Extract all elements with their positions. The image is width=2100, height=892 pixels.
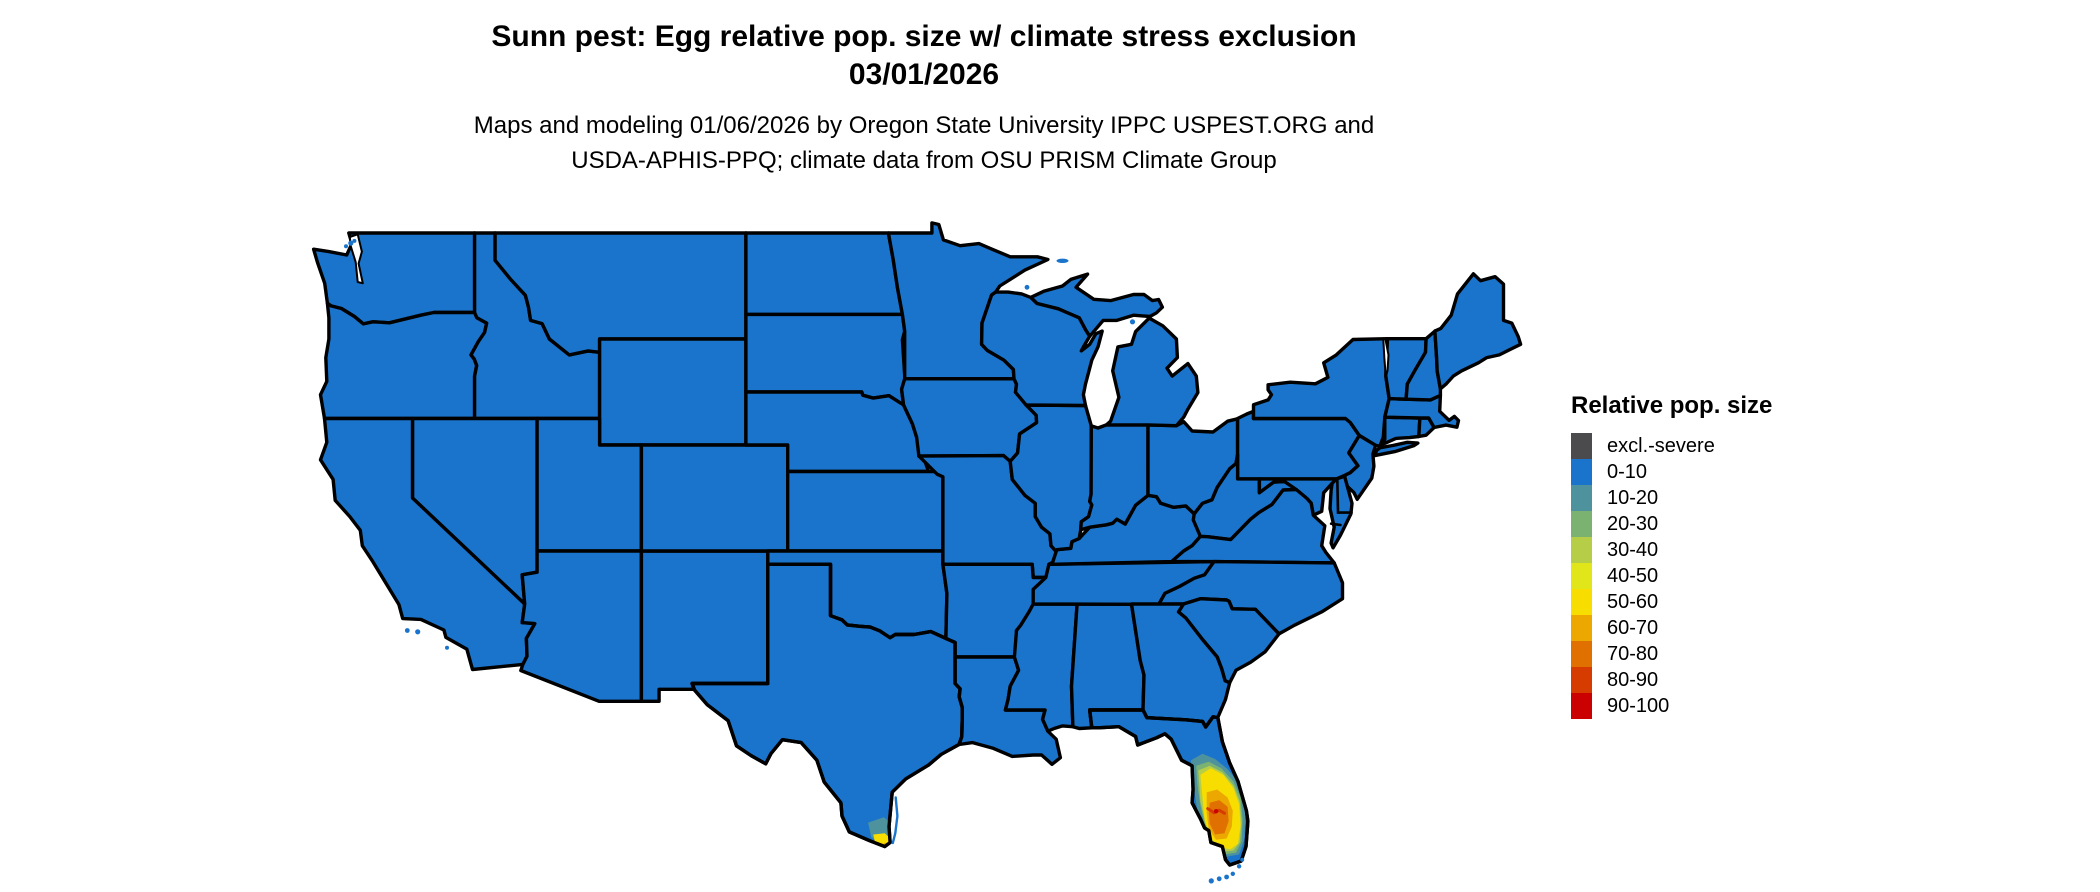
state-MI-lower (1104, 316, 1200, 428)
legend-label: 0-10 (1607, 460, 1648, 483)
florida-hotspot-zone-90-100 (1213, 809, 1219, 814)
florida-key (1236, 864, 1242, 869)
channel-island (445, 645, 449, 650)
legend-row-10-20: 10-20 (1571, 485, 1772, 511)
map-title: Sunn pest: Egg relative pop. size w/ cli… (491, 20, 1357, 53)
legend-row-0-10: 0-10 (1571, 459, 1772, 485)
state-AZ (519, 549, 644, 703)
padre-island (891, 796, 899, 845)
legend-row-50-60: 50-60 (1571, 589, 1772, 615)
legend-swatch-50-60 (1571, 589, 1592, 615)
puget-sound (348, 233, 364, 285)
channel-island (404, 628, 410, 633)
state-ME (1433, 272, 1523, 391)
legend-swatch-80-90 (1571, 667, 1592, 693)
legend-label: excl.-severe (1607, 434, 1715, 457)
legend-row-excl.-severe: excl.-severe (1571, 433, 1772, 459)
map-header: Sunn pest: Egg relative pop. size w/ cli… (0, 18, 1848, 178)
map-subtitle: Maps and modeling 01/06/2026 by Oregon S… (0, 108, 1848, 178)
beaver-island (1129, 319, 1136, 325)
state-NY-long-island (1373, 440, 1420, 458)
legend-swatch-70-80 (1571, 641, 1592, 667)
legend-row-30-40: 30-40 (1571, 537, 1772, 563)
md-va-shore-border (1329, 522, 1342, 527)
legend-row-90-100: 90-100 (1571, 693, 1772, 719)
legend-label: 10-20 (1607, 486, 1659, 509)
state-PA (1235, 409, 1361, 481)
legend-label: 20-30 (1607, 512, 1659, 535)
legend-swatch-60-70 (1571, 615, 1592, 641)
legend-swatch-20-30 (1571, 511, 1592, 537)
map-date: 03/01/2026 (848, 58, 1000, 91)
florida-hotspot (1190, 753, 1246, 858)
florida-key (1240, 857, 1245, 862)
legend-swatch-10-20 (1571, 485, 1592, 511)
state-NJ (1340, 433, 1378, 501)
channel-island (415, 629, 421, 635)
san-juan-island (352, 238, 357, 243)
state-outline-TX (690, 562, 964, 849)
isle-royale (1056, 258, 1069, 263)
state-VA (1169, 487, 1336, 565)
state-CT (1379, 415, 1422, 447)
legend-items: excl.-severe 0-10 10-20 20-30 30-40 40-50 50-6… (1571, 433, 1772, 719)
legend-label: 40-50 (1607, 564, 1659, 587)
legend-row-20-30: 20-30 (1571, 511, 1772, 537)
legend-row-60-70: 60-70 (1571, 615, 1772, 641)
legend-row-80-90: 80-90 (1571, 667, 1772, 693)
san-juan-island (344, 244, 348, 249)
legend-title: Relative pop. size (1571, 392, 1773, 419)
legend-swatch-30-40 (1571, 537, 1592, 563)
legend-swatch-0-10 (1571, 459, 1592, 485)
map-subtitle-line2: USDA-APHIS-PPQ; climate data from OSU PR… (571, 147, 1277, 174)
lake-champlain (1382, 338, 1390, 378)
de-md-border (1336, 477, 1353, 514)
legend-row-70-80: 70-80 (1571, 641, 1772, 667)
san-juan-island (348, 240, 354, 246)
state-CO (639, 443, 790, 553)
legend-swatch-90-100 (1571, 693, 1592, 719)
state-WI (979, 290, 1104, 408)
legend-label: 50-60 (1607, 590, 1659, 613)
legend-panel: Relative pop. size excl.-severe 0-10 10-20… (1571, 392, 1772, 719)
state-KS (786, 469, 945, 553)
apostle-island (1024, 284, 1030, 290)
florida-hotspot-zone-70-80 (1208, 800, 1229, 835)
florida-key (1208, 878, 1214, 884)
map-subtitle-line1: Maps and modeling 01/06/2026 by Oregon S… (473, 112, 1375, 139)
legend-label: 60-70 (1607, 616, 1659, 639)
legend-row-40-50: 40-50 (1571, 563, 1772, 589)
legend-label: 80-90 (1607, 668, 1659, 691)
florida-key (1216, 876, 1222, 882)
legend-label: 70-80 (1607, 642, 1659, 665)
state-WY (597, 337, 748, 447)
legend-swatch-40-50 (1571, 563, 1592, 589)
state-ND (744, 231, 905, 317)
legend-swatch-excl.-severe (1571, 433, 1592, 459)
state-NM (639, 549, 770, 703)
legend-label: 30-40 (1607, 538, 1659, 561)
state-outline-FL (1088, 708, 1250, 867)
florida-key (1230, 871, 1236, 876)
legend-label: 90-100 (1607, 694, 1670, 717)
state-OR (318, 301, 489, 421)
florida-key (1224, 874, 1229, 880)
